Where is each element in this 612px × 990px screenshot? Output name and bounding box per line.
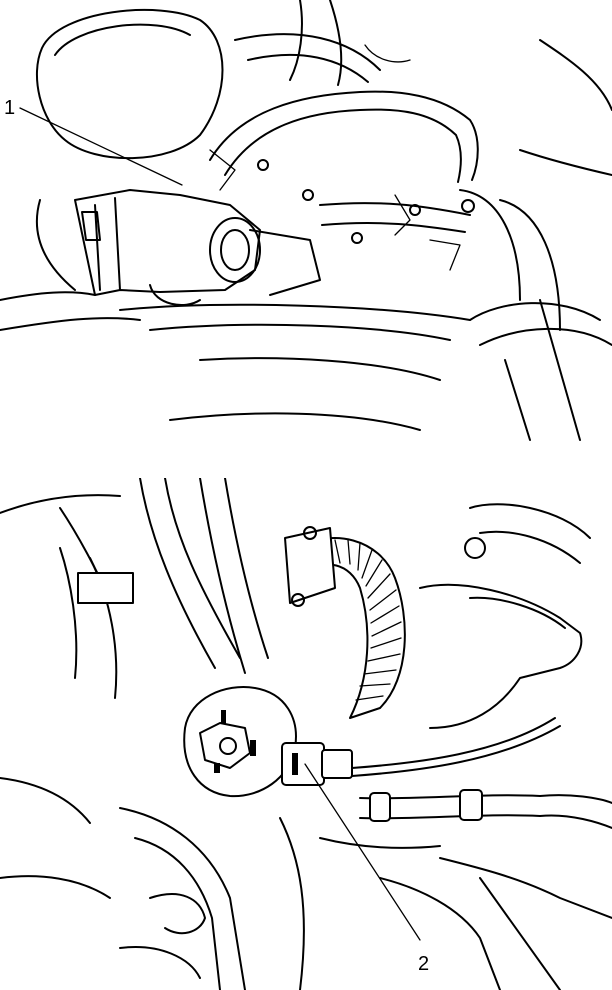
bracket	[77, 572, 134, 604]
throttle-body	[74, 189, 261, 296]
engine-line-art-top: 1	[0, 0, 612, 441]
round-housing	[35, 8, 224, 160]
top-illustration-panel: 1	[0, 0, 612, 445]
valve-housing	[419, 583, 583, 729]
callout-1-leader	[19, 107, 183, 186]
callout-1-label: 1	[4, 97, 15, 119]
bottom-illustration-panel: 2	[0, 478, 612, 990]
callout-2-label: 2	[418, 953, 429, 975]
callout-2-leader	[304, 763, 421, 941]
engine-line-art-bottom: 2	[0, 478, 612, 990]
upper-hose	[209, 90, 479, 181]
valve-body	[183, 686, 297, 798]
corrugated-hose	[299, 537, 406, 719]
electrical-connector	[281, 717, 561, 786]
